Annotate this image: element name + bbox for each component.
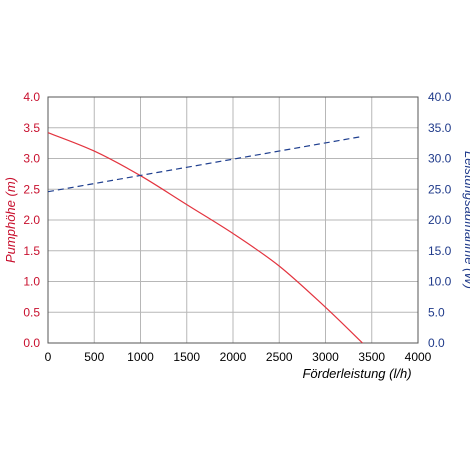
x-axis-title: Förderleistung (l/h) [302, 366, 411, 381]
right-tick-label: 40.0 [428, 90, 452, 104]
left-tick-label: 2.5 [23, 182, 40, 196]
grid-lines [48, 97, 418, 343]
x-tick-label: 3500 [358, 350, 385, 364]
right-axis-ticks: 0.0 5.0 10.0 15.0 20.0 25.0 30.0 35.0 40.0 [428, 90, 452, 350]
x-axis-ticks: 0 500 1000 1500 2000 2500 3000 3500 4000 [45, 350, 432, 364]
left-axis-title: Pumphöhe (m) [3, 177, 18, 263]
x-tick-label: 1000 [127, 350, 154, 364]
left-tick-label: 0.0 [23, 336, 40, 350]
x-tick-label: 2500 [266, 350, 293, 364]
right-tick-label: 20.0 [428, 213, 452, 227]
right-tick-label: 30.0 [428, 152, 452, 166]
series-layer [47, 132, 363, 344]
plot-frame [47, 96, 419, 344]
left-tick-label: 4.0 [23, 90, 40, 104]
x-tick-label: 3000 [312, 350, 339, 364]
left-tick-label: 1.0 [23, 275, 40, 289]
left-tick-label: 3.0 [23, 152, 40, 166]
right-tick-label: 0.0 [428, 336, 445, 350]
left-tick-label: 2.0 [23, 213, 40, 227]
right-tick-label: 15.0 [428, 244, 452, 258]
right-tick-label: 10.0 [428, 275, 452, 289]
left-tick-label: 1.5 [23, 244, 40, 258]
x-tick-label: 500 [84, 350, 104, 364]
left-tick-label: 3.5 [23, 121, 40, 135]
x-tick-label: 2000 [220, 350, 247, 364]
right-axis-title: Leistungsaufnahme (W) [462, 151, 470, 289]
x-tick-label: 0 [45, 350, 52, 364]
power-consumption-line [47, 135, 363, 193]
pump-head-curve [47, 132, 363, 344]
left-axis-ticks: 0.0 0.5 1.0 1.5 2.0 2.5 3.0 3.5 4.0 [23, 90, 40, 350]
right-tick-label: 35.0 [428, 121, 452, 135]
x-tick-label: 4000 [405, 350, 432, 364]
right-tick-label: 25.0 [428, 182, 452, 196]
x-tick-label: 1500 [173, 350, 200, 364]
left-tick-label: 0.5 [23, 305, 40, 319]
right-tick-label: 5.0 [428, 305, 445, 319]
